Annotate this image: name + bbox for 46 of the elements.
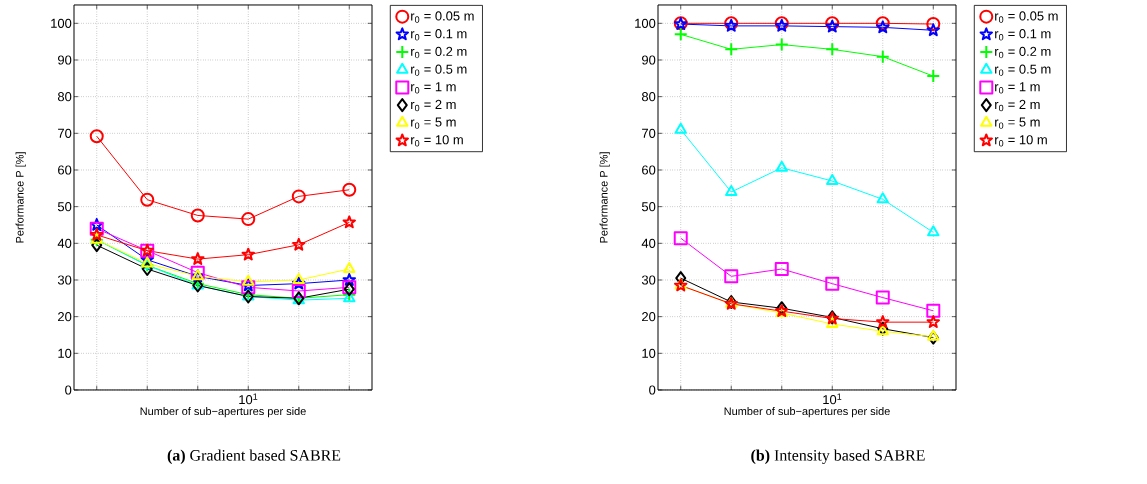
y-tick-label: 10 bbox=[58, 348, 72, 358]
legend-label: r$_{0}$ = 1 m bbox=[411, 82, 456, 94]
legend-label: r$_{0}$ = 10 m bbox=[995, 135, 1047, 147]
x-tick-label: 10$^{1}$ bbox=[823, 393, 842, 405]
legend-label: r$_{0}$ = 2 m bbox=[411, 99, 456, 112]
y-tick-label: 100 bbox=[635, 18, 656, 28]
legend-label: r$_{0}$ = 0.5 m bbox=[995, 64, 1051, 76]
y-tick-label: 10 bbox=[642, 348, 656, 358]
y-tick-label: 100 bbox=[51, 18, 72, 28]
y-tick-label: 20 bbox=[58, 312, 72, 322]
legend-label: r$_{0}$ = 0.2 m bbox=[995, 46, 1051, 59]
text: (a) Gradient based SABRE bbox=[167, 449, 341, 464]
y-tick-label: 80 bbox=[57, 92, 72, 102]
y-tick-label: 0 bbox=[65, 385, 72, 395]
legend-label: r$_{0}$ = 1 m bbox=[995, 82, 1040, 94]
legend-label: r$_{0}$ = 0.1 m bbox=[995, 29, 1051, 41]
y-tick-label: 80 bbox=[641, 92, 656, 102]
legend-label: r$_{0}$ = 0.05 m bbox=[995, 11, 1058, 23]
y-tick-label: 30 bbox=[641, 275, 656, 285]
text: (b) Intensity based SABRE bbox=[751, 449, 925, 464]
x-axis-title: Number of sub−apertures per side bbox=[724, 407, 890, 418]
y-tick-label: 50 bbox=[57, 202, 72, 212]
y-tick-label: 90 bbox=[642, 55, 656, 65]
legend-label: r$_{0}$ = 5 m bbox=[411, 117, 456, 129]
legend-label: r$_{0}$ = 5 m bbox=[995, 117, 1040, 129]
y-tick-label: 0 bbox=[649, 385, 656, 395]
y-axis-title: Performance P [%] bbox=[15, 152, 26, 243]
legend-label: r$_{0}$ = 0.05 m bbox=[411, 11, 474, 23]
y-tick-label: 30 bbox=[57, 275, 72, 285]
legend-label: r$_{0}$ = 10 m bbox=[411, 135, 463, 147]
y-tick-label: 70 bbox=[642, 128, 656, 138]
legend-label: r$_{0}$ = 0.1 m bbox=[411, 29, 467, 41]
y-tick-label: 20 bbox=[642, 312, 656, 322]
y-tick-label: 40 bbox=[641, 238, 656, 248]
x-axis-title: Number of sub−apertures per side bbox=[140, 407, 306, 418]
legend-label: r$_{0}$ = 0.2 m bbox=[411, 46, 467, 59]
legend-label: r$_{0}$ = 0.5 m bbox=[411, 64, 467, 76]
y-axis-title: Performance P [%] bbox=[599, 152, 610, 243]
legend-label: r$_{0}$ = 2 m bbox=[995, 99, 1040, 112]
y-tick-label: 50 bbox=[641, 202, 656, 212]
y-tick-label: 60 bbox=[642, 165, 656, 175]
y-tick-label: 40 bbox=[57, 238, 72, 248]
y-tick-label: 70 bbox=[58, 128, 72, 138]
x-tick-label: 10$^{1}$ bbox=[239, 393, 258, 405]
y-tick-label: 90 bbox=[58, 55, 72, 65]
y-tick-label: 60 bbox=[58, 165, 72, 175]
